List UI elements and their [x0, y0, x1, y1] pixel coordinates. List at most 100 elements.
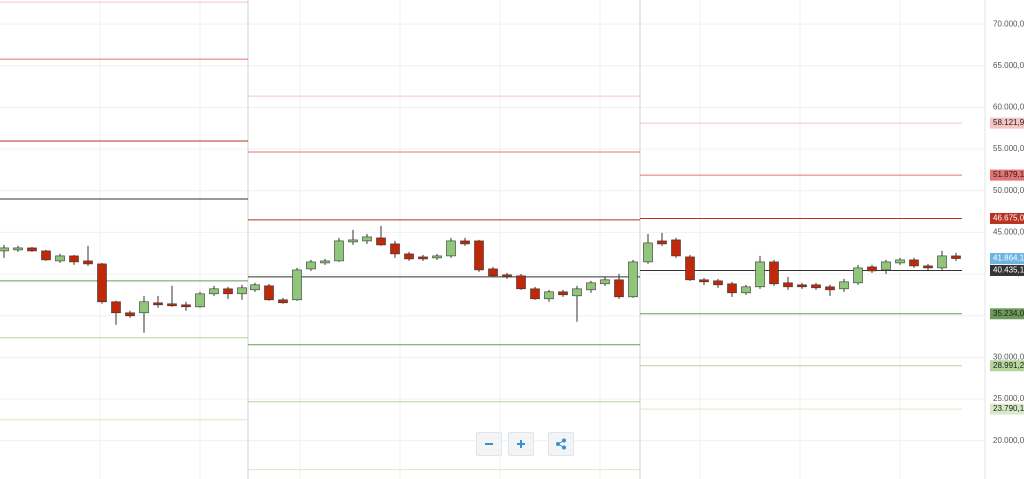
pivot-tag: [990, 169, 1024, 181]
candle-body: [558, 291, 568, 296]
pivot-tag: [990, 403, 1024, 415]
last-price-label: 41.864,13: [993, 254, 1024, 263]
candle-body: [404, 253, 414, 260]
candle-body: [27, 247, 37, 252]
candle-body: [223, 288, 233, 295]
candle-body: [600, 279, 610, 285]
pivot-tag-label: 40.435,18: [993, 266, 1024, 275]
candle-body: [755, 261, 765, 288]
candle-body: [237, 287, 247, 295]
candle-body: [867, 266, 877, 272]
candle-body: [83, 260, 93, 265]
candle-body: [839, 281, 849, 290]
candle-body: [769, 261, 779, 285]
zoom-in-button[interactable]: [508, 432, 534, 456]
pivot-tag-label: 35.234,09: [993, 309, 1024, 318]
y-tick-label: 25.000,0: [993, 394, 1024, 403]
zoom-controls: [476, 432, 574, 456]
candle-body: [586, 282, 596, 291]
candle-body: [306, 261, 316, 270]
candle-body: [13, 247, 23, 251]
pivot-tag: [990, 360, 1024, 372]
pivot-tag-label: 51.879,1: [993, 170, 1024, 179]
candle-body: [167, 303, 177, 307]
candle-body: [572, 288, 582, 297]
candle-body: [278, 299, 288, 304]
candle-body: [139, 301, 149, 314]
y-tick-label: 30.000,0: [993, 352, 1024, 361]
pivot-tag-label: 46.675,0: [993, 214, 1024, 223]
candle-body: [783, 282, 793, 288]
candle-body: [671, 239, 681, 257]
y-tick-label: 45.000,0: [993, 228, 1024, 237]
candle-body: [895, 259, 905, 264]
candle-body: [951, 255, 961, 259]
pivot-tag: [990, 117, 1024, 129]
zoom-out-button[interactable]: [476, 432, 502, 456]
candle-body: [909, 259, 919, 267]
candle-body: [516, 275, 526, 290]
candle-body: [699, 279, 709, 283]
y-tick-label: 60.000,0: [993, 103, 1024, 112]
candle-body: [825, 286, 835, 291]
candle-body: [320, 260, 330, 264]
candle-body: [55, 255, 65, 262]
candle-body: [502, 274, 512, 278]
pivot-tag-label: 58.121,95: [993, 118, 1024, 127]
pivot-tag: [990, 308, 1024, 320]
candle-body: [334, 240, 344, 262]
candle-body: [362, 236, 372, 242]
candle-body: [530, 288, 540, 300]
candle-body: [881, 261, 891, 271]
candle-body: [488, 268, 498, 277]
candle-body: [264, 285, 274, 301]
candle-body: [446, 240, 456, 257]
candle-body: [292, 269, 302, 301]
y-tick-label: 65.000,0: [993, 61, 1024, 70]
candle-body: [741, 286, 751, 294]
candle-body: [181, 304, 191, 308]
candle-body: [418, 256, 428, 260]
candle-body: [614, 279, 624, 298]
candle-body: [853, 267, 863, 284]
candle-body: [111, 301, 121, 314]
candle-body: [153, 302, 163, 306]
y-tick-label: 70.000,0: [993, 19, 1024, 28]
candle-body: [643, 242, 653, 263]
candle-body: [195, 293, 205, 308]
pivot-tag: [990, 212, 1024, 224]
pivot-tag: [990, 264, 1024, 276]
candle-body: [923, 265, 933, 269]
candle-body: [348, 239, 358, 243]
candle-body: [209, 288, 219, 295]
candle-body: [250, 284, 260, 291]
candle-body: [811, 284, 821, 289]
candle-body: [390, 243, 400, 255]
candle-body: [432, 255, 442, 259]
candle-body: [685, 256, 695, 281]
candle-body: [713, 280, 723, 286]
candle-body: [69, 255, 79, 263]
candle-body: [727, 283, 737, 294]
pivot-tag-label: 23.790,16: [993, 404, 1024, 413]
candle-body: [937, 255, 947, 269]
candle-body: [41, 250, 51, 261]
candle-body: [460, 240, 470, 245]
candle-body: [628, 261, 638, 298]
y-tick-label: 20.000,0: [993, 436, 1024, 445]
candle-body: [474, 240, 484, 271]
y-tick-label: 55.000,0: [993, 144, 1024, 153]
share-button[interactable]: [548, 432, 574, 456]
candle-body: [97, 263, 107, 303]
candle-body: [544, 291, 554, 300]
candle-body: [797, 284, 807, 288]
candle-body: [376, 237, 386, 246]
last-price-tag: [990, 253, 1024, 265]
pivot-tag-label: 28.991,29: [993, 361, 1024, 370]
candle-body: [125, 312, 135, 317]
candle-body: [657, 240, 667, 245]
y-tick-label: 50.000,0: [993, 186, 1024, 195]
candle-body: [0, 247, 9, 252]
